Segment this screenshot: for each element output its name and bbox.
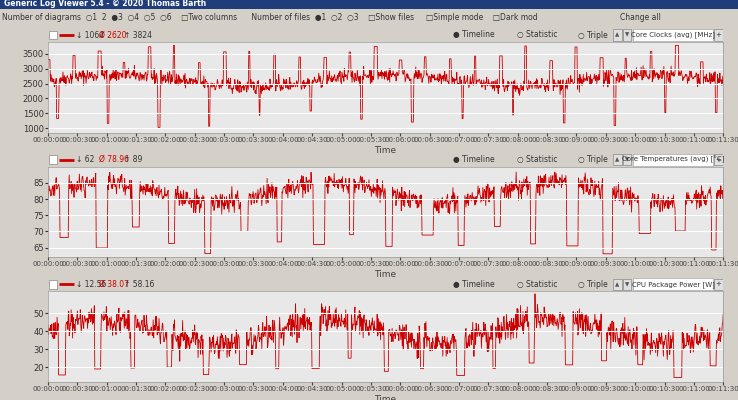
Text: ▲: ▲ [615,32,619,38]
Text: ▼: ▼ [624,32,629,38]
Bar [623,279,632,290]
Text: ↓ 62: ↓ 62 [76,155,94,164]
FancyBboxPatch shape [633,29,713,41]
FancyBboxPatch shape [633,154,713,166]
Text: Number of diagrams  ○1  2  ●3  ○4  ○5  ○6    □Two columns      Number of files  : Number of diagrams ○1 2 ●3 ○4 ○5 ○6 □Two… [2,14,538,22]
Text: +: + [716,281,722,287]
Bar [49,280,58,288]
Bar [613,279,622,290]
Text: ↑ 89: ↑ 89 [123,155,142,164]
Text: +: + [716,157,722,163]
Text: ● Timeline: ● Timeline [453,155,494,164]
Text: Ø 78.96: Ø 78.96 [99,155,128,164]
FancyBboxPatch shape [633,278,713,290]
Bar [613,30,622,41]
Bar [49,31,58,39]
Text: ▲: ▲ [615,282,619,287]
Text: ▼: ▼ [624,282,629,287]
Text: ○ Statistic: ○ Statistic [517,280,558,289]
Text: Generic Log Viewer 5.4 - © 2020 Thomas Barth: Generic Log Viewer 5.4 - © 2020 Thomas B… [4,0,206,8]
Bar [613,154,622,165]
X-axis label: Time: Time [375,146,396,155]
Text: CPU Package Power [W]: CPU Package Power [W] [632,281,714,288]
Text: +: + [716,32,722,38]
Text: ↓ 1064: ↓ 1064 [76,30,105,40]
Text: ○ Statistic: ○ Statistic [517,155,558,164]
Text: ↑ 58.16: ↑ 58.16 [123,280,154,289]
Text: ○ Triple: ○ Triple [578,30,608,40]
Text: ↑ 3824: ↑ 3824 [123,30,151,40]
Text: ○ Triple: ○ Triple [578,155,608,164]
Bar [623,154,632,165]
Text: ○ Statistic: ○ Statistic [517,30,558,40]
Text: ● Timeline: ● Timeline [453,280,494,289]
Text: Ø 38.07: Ø 38.07 [99,280,128,289]
Bar [623,30,632,41]
Bar [714,154,723,165]
X-axis label: Time: Time [375,395,396,400]
Text: ▲: ▲ [615,157,619,162]
Text: ○ Triple: ○ Triple [578,280,608,289]
Text: Ø 2620: Ø 2620 [99,30,126,40]
Text: Core Temperatures (avg) [°C]: Core Temperatures (avg) [°C] [622,156,725,164]
Bar [714,279,723,290]
Bar [714,30,723,41]
X-axis label: Time: Time [375,270,396,279]
Bar [49,156,58,164]
Text: Core Clocks (avg) [MHz]: Core Clocks (avg) [MHz] [631,32,715,38]
Text: Change all: Change all [620,14,661,22]
Text: ▼: ▼ [624,157,629,162]
Text: ↓ 12.56: ↓ 12.56 [76,280,107,289]
Text: ● Timeline: ● Timeline [453,30,494,40]
